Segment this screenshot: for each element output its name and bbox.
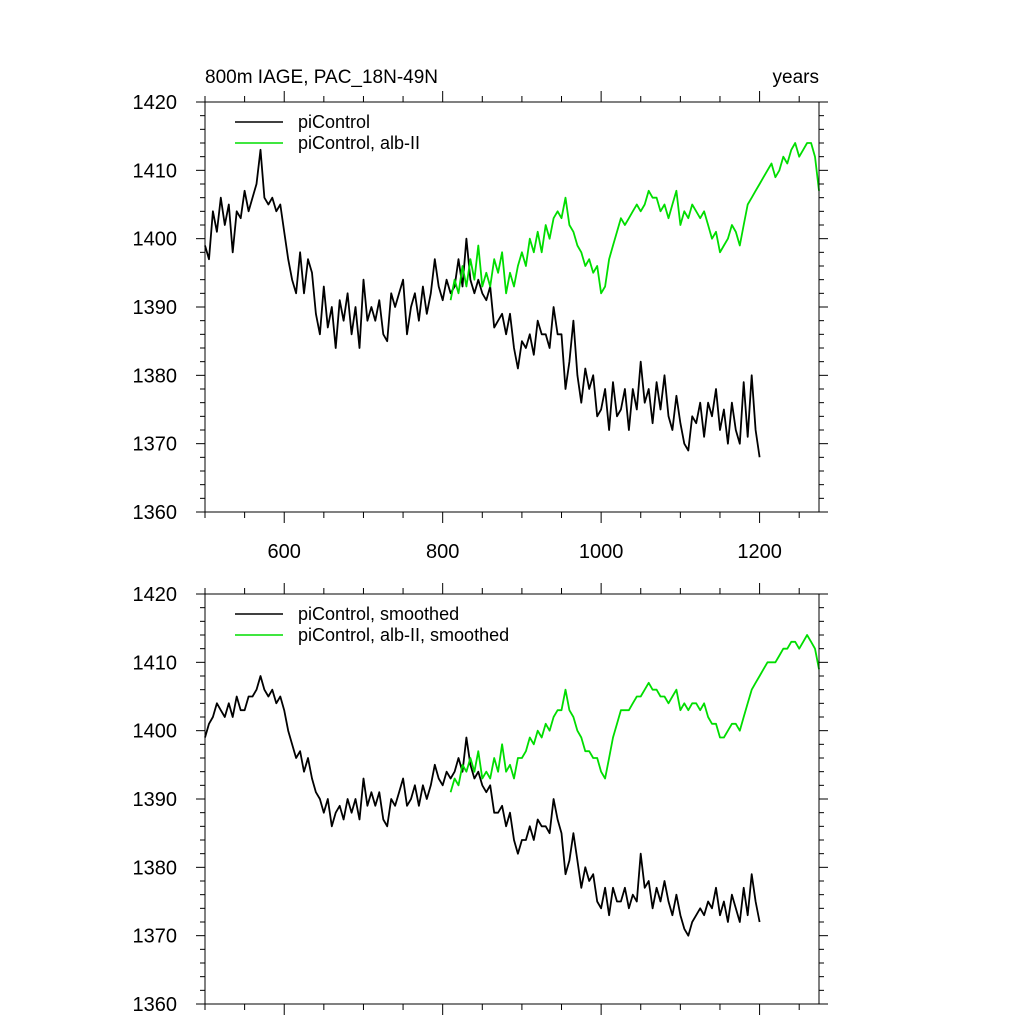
- plot-frame: [204, 101, 820, 513]
- axes-ticks: 1360 1370 1380 1390 1400 1410 1420: [133, 583, 828, 1016]
- y-tick-label: 1390: [133, 789, 178, 811]
- x-tick-label: 800: [426, 541, 459, 563]
- series-line-alb-ii: [449, 142, 820, 301]
- legend: piControl, smoothed piControl, alb-II, s…: [235, 604, 509, 645]
- series-line-picontrol: [204, 148, 761, 458]
- x-tick-label: 1000: [579, 541, 624, 563]
- y-tick-label: 1390: [133, 297, 178, 319]
- series-line-alb-ii: [449, 634, 820, 793]
- y-tick-label: 1380: [133, 857, 178, 879]
- y-tick-label: 1420: [133, 92, 178, 114]
- x-tick-label: 600: [268, 541, 301, 563]
- y-tick-label: 1360: [133, 994, 178, 1016]
- legend-label-piControl: piControl: [298, 112, 370, 132]
- plot-lines: [204, 634, 820, 937]
- y-tick-label: 1370: [133, 926, 178, 948]
- y-tick-label: 1420: [133, 584, 178, 606]
- legend-label-alb-II: piControl, alb-II: [298, 133, 420, 153]
- legend-label-piControl-smoothed: piControl, smoothed: [298, 604, 459, 624]
- y-tick-label: 1370: [133, 434, 178, 456]
- y-tick-label: 1410: [133, 160, 178, 182]
- axes-ticks: 1360 1370 1380 1390 1400 1410 1420 600 800 1000 12…: [133, 91, 828, 563]
- plot-frame: [204, 593, 820, 1005]
- bottom-panel: 1360 1370 1380 1390 1400 1410 1420 piControl, …: [133, 583, 828, 1016]
- y-tick-label: 1410: [133, 652, 178, 674]
- top-panel: 800m IAGE, PAC_18N-49N years 1360 1370 138…: [133, 67, 828, 563]
- plot-lines: [204, 142, 820, 458]
- legend-label-alb-II-smoothed: piControl, alb-II, smoothed: [298, 625, 509, 645]
- panel-title-right: years: [773, 67, 819, 88]
- series-line-picontrol: [204, 675, 761, 937]
- y-tick-label: 1360: [133, 502, 178, 524]
- panel-title: 800m IAGE, PAC_18N-49N: [205, 67, 438, 88]
- y-tick-label: 1380: [133, 365, 178, 387]
- y-tick-label: 1400: [133, 721, 178, 743]
- y-tick-label: 1400: [133, 229, 178, 251]
- x-tick-label: 1200: [737, 541, 782, 563]
- legend: piControl piControl, alb-II: [235, 112, 420, 153]
